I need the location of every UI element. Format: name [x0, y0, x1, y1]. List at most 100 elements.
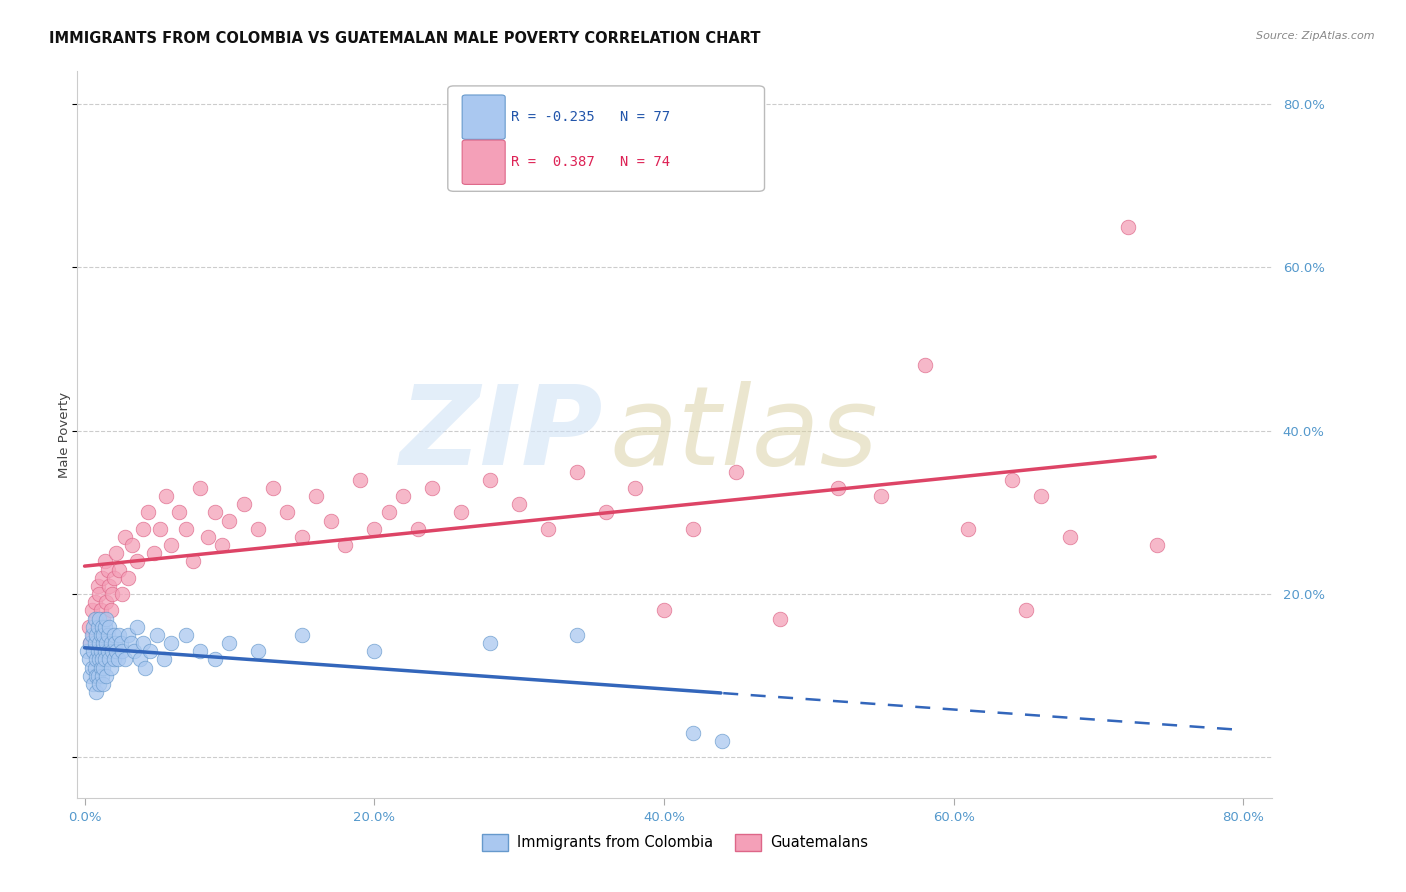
Point [143, 546, 166, 560]
Point [870, 489, 893, 503]
Point [114, 530, 136, 544]
Point [93, 677, 115, 691]
Point [125, 554, 148, 568]
Point [247, 522, 270, 536]
Point [139, 644, 162, 658]
Point [128, 652, 150, 666]
Text: R =  0.387   N = 74: R = 0.387 N = 74 [512, 155, 671, 169]
Point [101, 587, 124, 601]
Point [93, 660, 115, 674]
Y-axis label: Male Poverty: Male Poverty [58, 392, 70, 478]
Point [87, 612, 110, 626]
Point [96, 669, 118, 683]
Point [97, 628, 120, 642]
Point [769, 612, 792, 626]
Point [1059, 530, 1081, 544]
Point [232, 497, 254, 511]
Point [111, 587, 134, 601]
Point [114, 652, 136, 666]
Point [190, 644, 212, 658]
Point [378, 505, 401, 519]
Point [1029, 489, 1052, 503]
Point [167, 505, 190, 519]
Point [100, 636, 122, 650]
Point [86, 669, 108, 683]
Point [91, 652, 114, 666]
Point [93, 612, 115, 626]
Point [537, 522, 560, 536]
FancyBboxPatch shape [449, 86, 765, 191]
Point [406, 522, 429, 536]
Point [84, 628, 107, 642]
FancyBboxPatch shape [463, 95, 505, 139]
Point [108, 563, 131, 577]
Point [291, 530, 314, 544]
Point [914, 359, 936, 373]
Point [479, 473, 502, 487]
Point [97, 563, 120, 577]
Point [652, 603, 675, 617]
Point [86, 620, 108, 634]
Point [508, 497, 530, 511]
Point [197, 530, 219, 544]
Point [103, 652, 125, 666]
Point [710, 734, 733, 748]
Text: R = -0.235   N = 77: R = -0.235 N = 77 [512, 110, 671, 124]
Point [91, 620, 114, 634]
Point [1001, 473, 1024, 487]
Point [108, 628, 131, 642]
Point [98, 652, 121, 666]
Point [96, 595, 118, 609]
Point [83, 636, 105, 650]
Point [218, 636, 240, 650]
Point [98, 620, 121, 634]
Point [77, 652, 100, 666]
Point [1116, 219, 1139, 234]
Point [160, 538, 183, 552]
Point [83, 612, 105, 626]
Text: ZIP: ZIP [399, 382, 603, 488]
Point [682, 522, 704, 536]
Point [98, 579, 121, 593]
Point [84, 652, 107, 666]
Point [349, 473, 371, 487]
Point [96, 612, 118, 626]
Point [87, 677, 110, 691]
Legend: Immigrants from Colombia, Guatemalans: Immigrants from Colombia, Guatemalans [477, 828, 873, 856]
Point [103, 628, 125, 642]
Point [80, 628, 103, 642]
Point [204, 652, 226, 666]
Point [103, 571, 125, 585]
Point [105, 644, 128, 658]
Point [276, 505, 298, 519]
Point [479, 636, 502, 650]
Point [82, 644, 104, 658]
FancyBboxPatch shape [463, 140, 505, 185]
Point [79, 669, 101, 683]
Point [79, 636, 101, 650]
Point [79, 636, 101, 650]
Point [363, 644, 385, 658]
Point [134, 660, 156, 674]
Text: Source: ZipAtlas.com: Source: ZipAtlas.com [1257, 31, 1375, 41]
Point [117, 571, 139, 585]
Point [957, 522, 980, 536]
Point [595, 505, 617, 519]
Point [190, 481, 212, 495]
Point [110, 636, 132, 650]
Point [107, 652, 129, 666]
Point [87, 652, 110, 666]
Point [146, 628, 169, 642]
Text: atlas: atlas [609, 382, 877, 488]
Point [136, 505, 159, 519]
Point [131, 636, 153, 650]
Point [155, 489, 177, 503]
Point [87, 636, 110, 650]
Point [181, 554, 204, 568]
Point [1146, 538, 1168, 552]
Point [87, 587, 110, 601]
Point [153, 652, 176, 666]
Point [305, 489, 328, 503]
Point [218, 514, 240, 528]
Point [94, 554, 117, 568]
